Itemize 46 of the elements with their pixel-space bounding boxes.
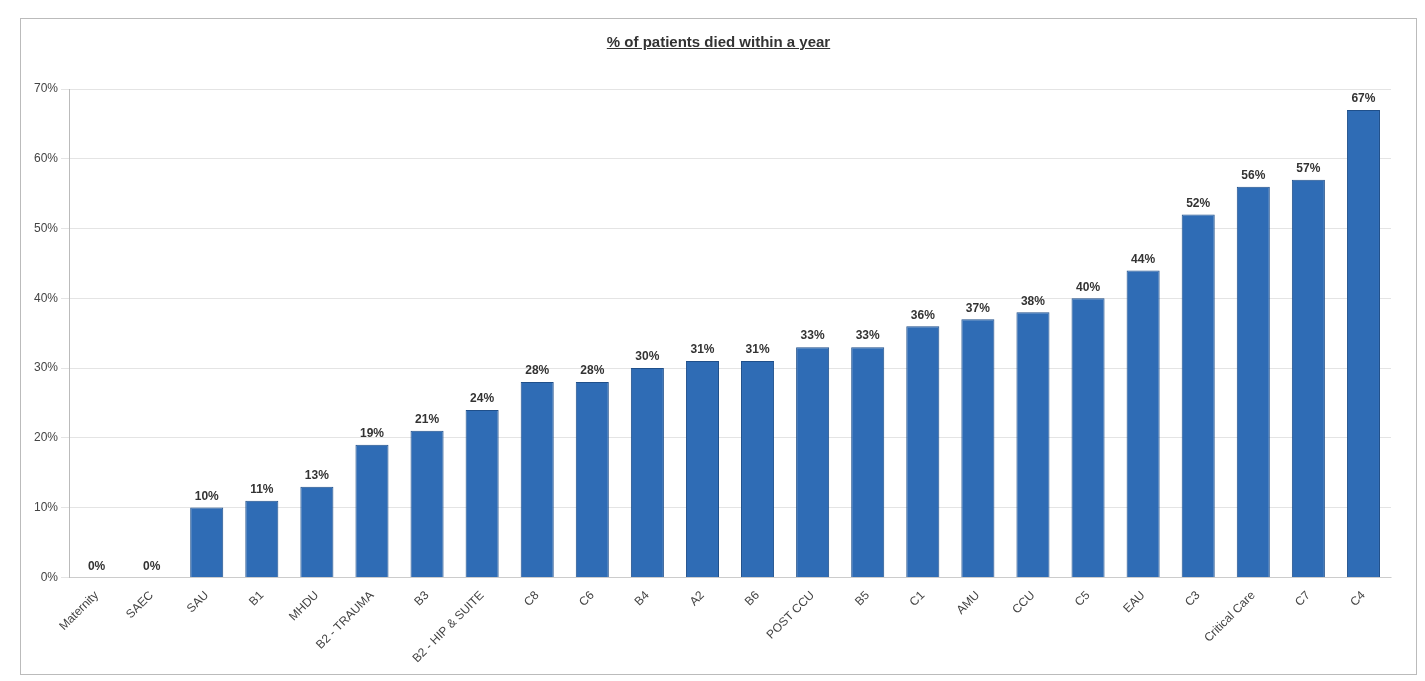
chart-title: % of patients died within a year <box>605 33 832 50</box>
data-label: 28% <box>580 363 605 378</box>
y-tick-label: 70% <box>33 81 59 96</box>
x-tick-label: C3 <box>1181 587 1203 609</box>
data-label: 31% <box>745 342 770 357</box>
data-label: 30% <box>635 349 660 364</box>
y-tick-label: 50% <box>33 220 59 235</box>
x-tick-label: C7 <box>1292 587 1314 609</box>
y-tick-label: 20% <box>33 430 59 445</box>
x-tick-label: B1 <box>245 587 267 609</box>
data-label: 33% <box>800 328 825 343</box>
x-tick-label: C5 <box>1071 587 1093 609</box>
data-label: 52% <box>1186 195 1211 210</box>
data-label: 56% <box>1241 167 1266 182</box>
x-tick-label: A2 <box>686 587 708 609</box>
data-label: 44% <box>1131 251 1156 266</box>
data-label: 40% <box>1076 279 1101 294</box>
y-tick-label: 30% <box>33 360 59 375</box>
data-label: 31% <box>690 342 715 357</box>
x-tick-label: B3 <box>411 587 432 609</box>
x-tick-label: B6 <box>741 587 763 609</box>
data-label: 11% <box>250 481 274 496</box>
x-tick-label: C6 <box>576 587 597 609</box>
data-label: 21% <box>415 412 440 427</box>
y-tick-label: 0% <box>40 569 59 584</box>
y-tick-label: 60% <box>33 151 59 166</box>
data-label: 0% <box>87 558 106 573</box>
x-tick-label: B5 <box>851 587 873 609</box>
y-tick-label: 10% <box>33 499 59 514</box>
y-tick-label: 40% <box>33 290 59 305</box>
x-tick-label: C8 <box>520 587 542 609</box>
data-label: 33% <box>855 328 881 343</box>
x-tick-label: C1 <box>906 587 928 609</box>
data-label: 67% <box>1351 91 1376 106</box>
data-label: 38% <box>1020 293 1046 308</box>
data-label: 36% <box>910 307 936 322</box>
data-label: 0% <box>142 558 161 573</box>
data-label: 37% <box>965 300 991 315</box>
data-label: 13% <box>304 468 330 482</box>
x-tick-label: B4 <box>631 587 653 609</box>
data-label: 24% <box>470 391 495 406</box>
data-label: 57% <box>1296 161 1321 176</box>
x-tick-label: C4 <box>1347 587 1369 609</box>
data-label: 19% <box>359 426 385 441</box>
data-label: 10% <box>194 488 220 503</box>
data-label: 28% <box>525 363 550 378</box>
